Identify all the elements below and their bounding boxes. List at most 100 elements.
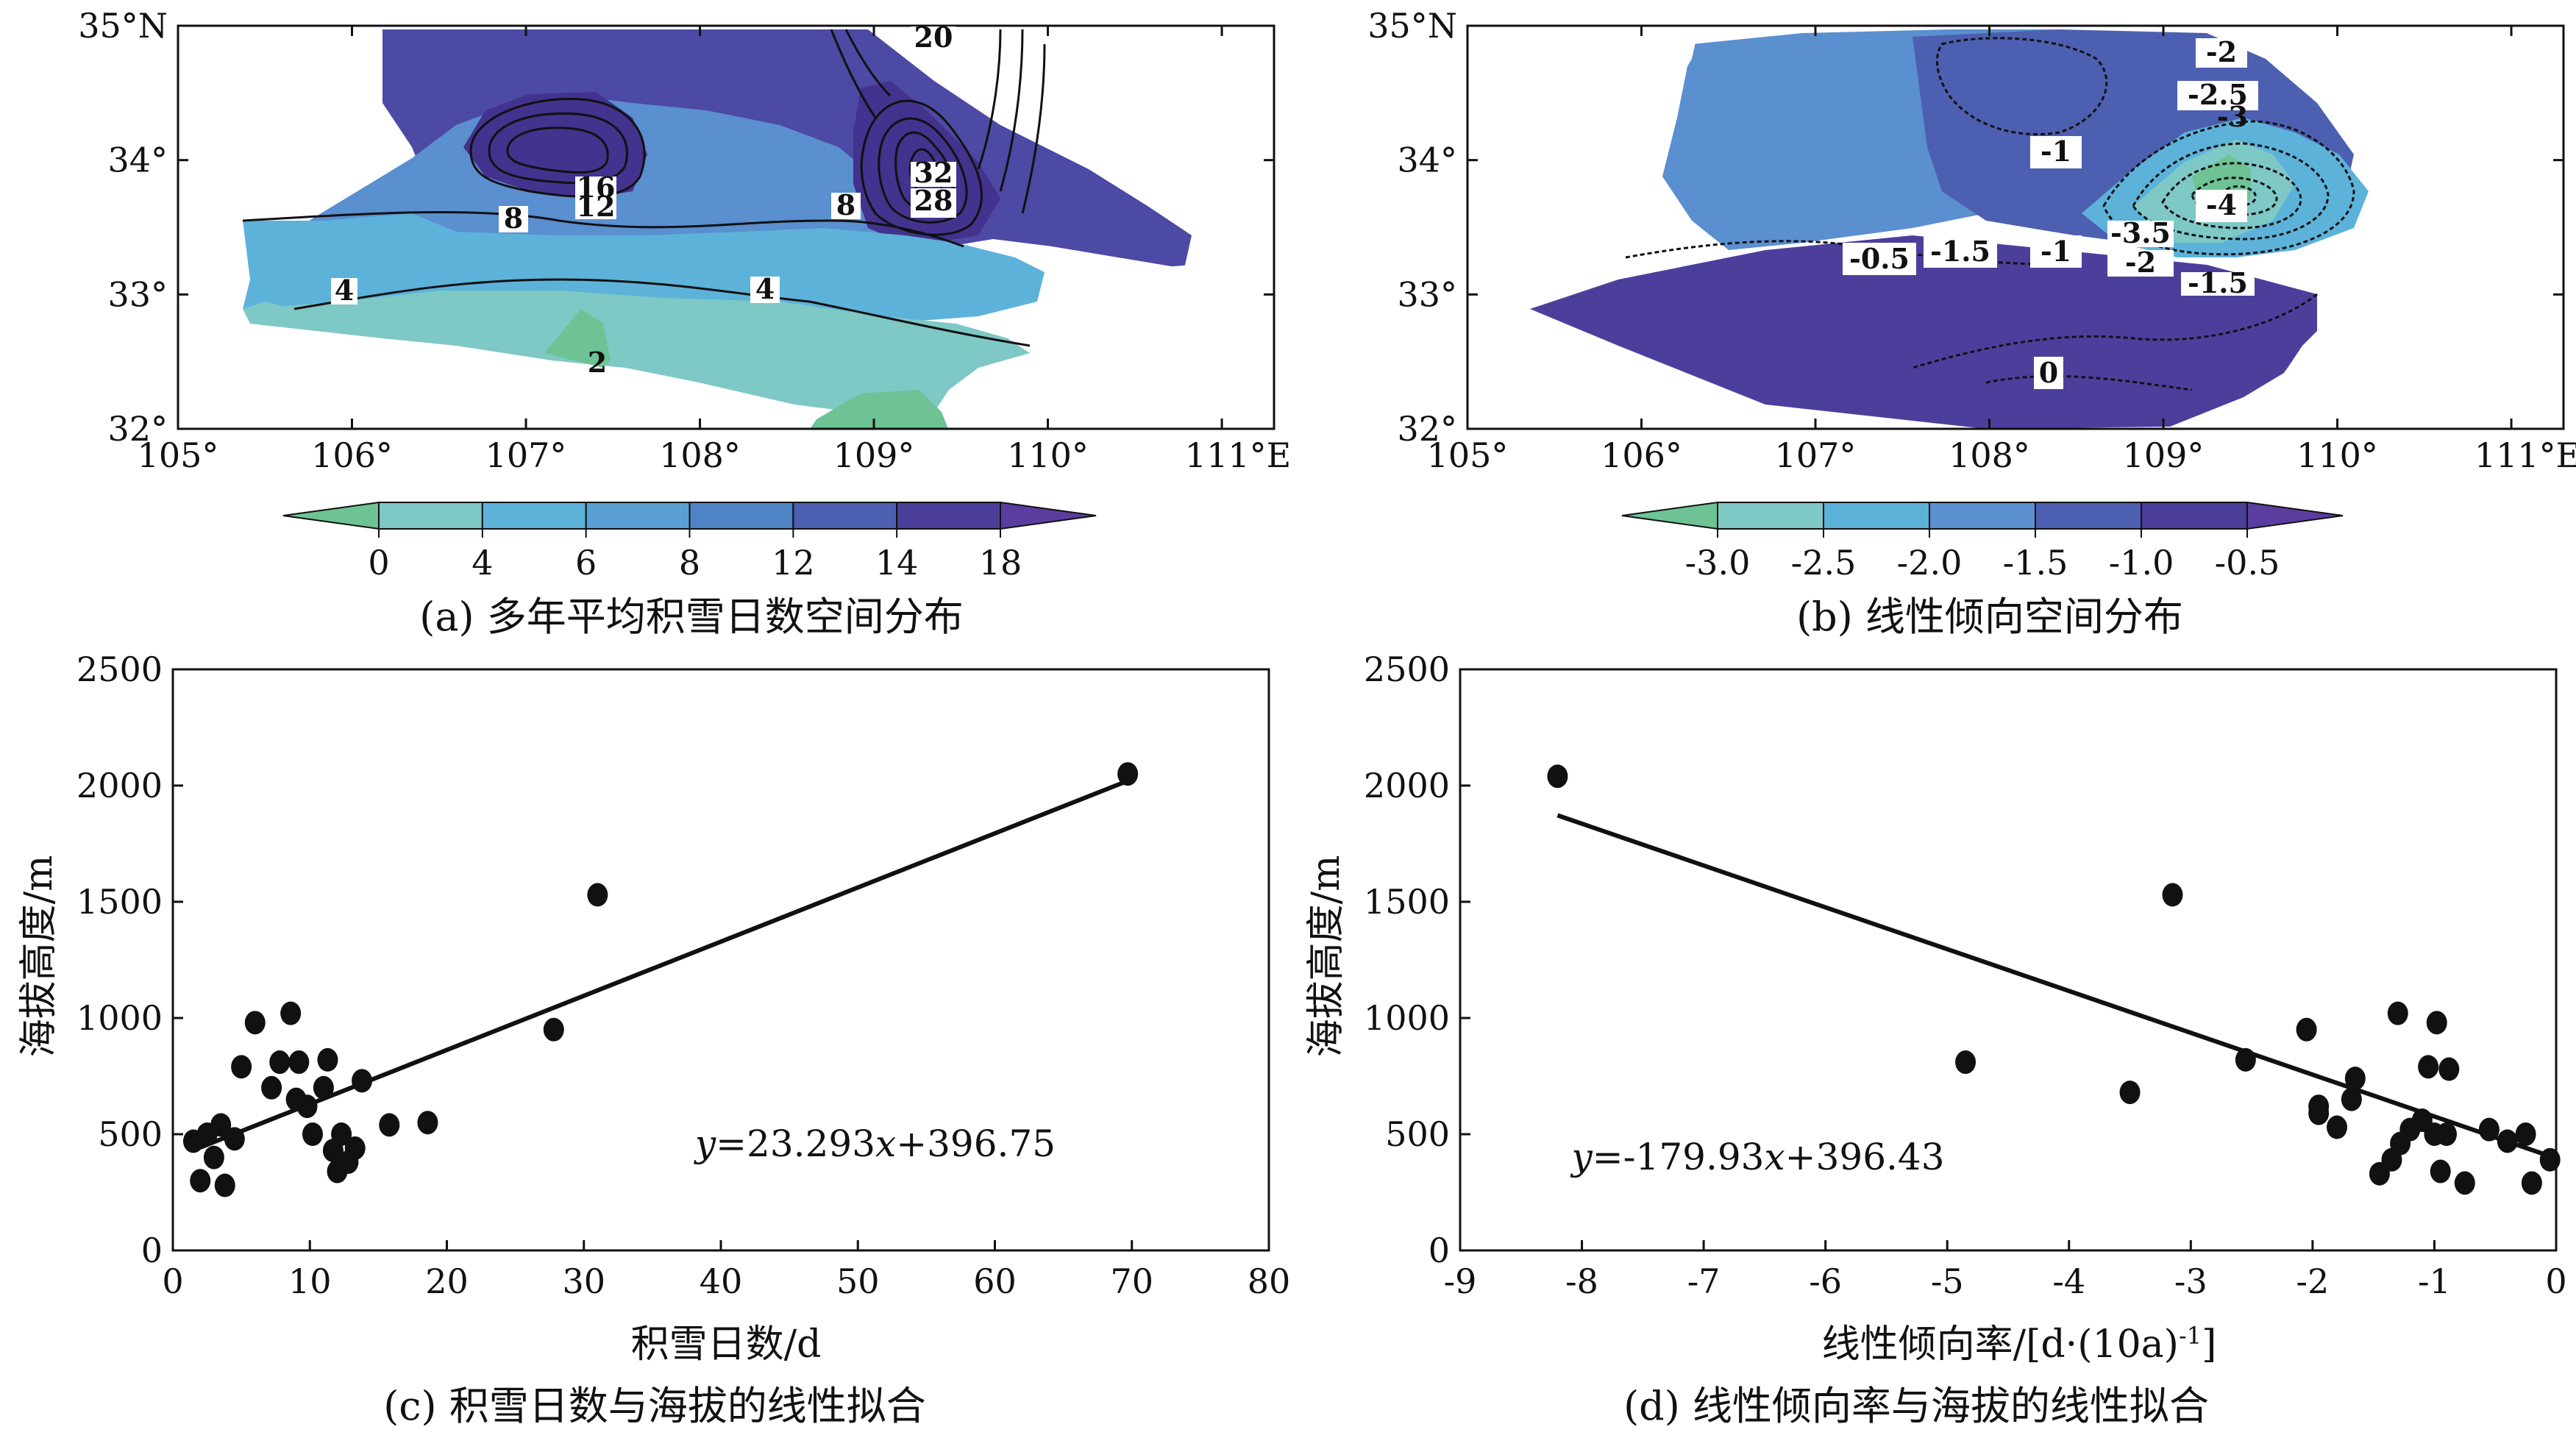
x-tick-label: 40: [700, 1261, 743, 1301]
y-tick-label: 1000: [1364, 998, 1450, 1038]
data-point: [190, 1169, 211, 1193]
contour-label: 32: [914, 156, 953, 189]
data-point: [296, 1094, 318, 1119]
x-tick-label: 80: [1248, 1261, 1291, 1301]
contour-label: -1.5: [2188, 266, 2248, 299]
panel-c-caption: (c) 积雪日数与海拔的线性拟合: [383, 1383, 926, 1429]
contour-label: -2: [2125, 246, 2156, 279]
contour-label: 4: [755, 272, 775, 305]
y-tick-label: 32°: [107, 409, 168, 449]
y-tick-label: 1000: [77, 998, 163, 1038]
colorbar-label: 12: [772, 543, 815, 583]
panel-d-ylabel: 海拔高度/m: [1304, 855, 1348, 1058]
data-point: [543, 1017, 564, 1042]
contour-label: -2: [2206, 35, 2237, 68]
data-point: [1117, 762, 1139, 786]
data-point: [302, 1122, 323, 1146]
x-tick-label: -3: [2174, 1261, 2207, 1301]
colorbar-label: 4: [472, 543, 493, 583]
contour-label: -0.5: [1849, 242, 1910, 275]
x-tick-label: 110°: [1007, 435, 1089, 475]
colorbar-segment: [1929, 502, 2036, 530]
x-tick-label: 0: [162, 1261, 183, 1301]
fit-line: [199, 777, 1133, 1150]
contour-label: 20: [914, 21, 953, 54]
x-tick-label: 105°: [138, 435, 219, 475]
colorbar-end-high: [1000, 501, 1097, 530]
x-tick-label: 0: [2545, 1261, 2566, 1301]
colorbar-segment: [2141, 502, 2248, 530]
data-point: [2478, 1117, 2499, 1142]
y-tick-label: 0: [1428, 1231, 1450, 1270]
y-tick-label: 2500: [1364, 649, 1450, 689]
y-tick-label: 35°N: [78, 6, 168, 46]
x-tick-label: 111°E: [1185, 435, 1291, 475]
data-point: [231, 1055, 252, 1079]
y-tick-label: 1500: [1364, 882, 1450, 922]
panel-c-xlabel: 积雪日数/d: [631, 1323, 822, 1367]
colorbar-segment: [378, 502, 483, 530]
y-tick-label: 500: [1385, 1114, 1450, 1154]
panel-b-region: [1467, 26, 2563, 429]
colorbar-label: 0: [368, 543, 389, 583]
contour-label: 8: [504, 202, 523, 235]
x-tick-label: 107°: [1775, 435, 1857, 475]
data-point: [214, 1173, 235, 1197]
colorbar-segment: [585, 502, 691, 530]
panel-a-outside-mask: [178, 26, 1274, 429]
contour-label: 28: [914, 184, 953, 217]
colorbar-label: -1.0: [2109, 543, 2174, 583]
panel-a-region-green1: [544, 309, 611, 368]
data-point: [2454, 1171, 2475, 1195]
panel-d-xlabel: 线性倾向率/[d·(10a)-1]: [1822, 1322, 2217, 1367]
contour-label: -1: [2040, 235, 2071, 268]
colorbar-segment: [1823, 502, 1930, 530]
data-point: [2539, 1147, 2561, 1172]
data-point: [224, 1127, 245, 1151]
data-point: [2162, 883, 2183, 907]
contour-label: -4: [2206, 188, 2237, 221]
contour-label: -3: [2217, 100, 2248, 133]
data-point: [313, 1075, 334, 1100]
panel-b-map: 105° 106° 107° 108° 109° 110° 111°E 35°N 34° 33° 3…: [1367, 6, 2576, 640]
panel-a-axes: 105° 106° 107° 108° 109° 110° 111°E 35°N 34° 33° 3…: [78, 6, 1291, 475]
colorbar-label: -2.0: [1897, 543, 1963, 583]
contour-label: 8: [836, 188, 855, 221]
y-tick-label: 35°N: [1367, 6, 1457, 46]
data-point: [2515, 1122, 2536, 1146]
y-tick-label: 34°: [1397, 140, 1457, 180]
y-tick-label: 1500: [77, 882, 163, 922]
panel-b-outside-mask: [1467, 26, 2563, 429]
colorbar-segment: [792, 502, 898, 530]
plot-frame: [1459, 668, 2558, 1252]
y-tick-label: 33°: [1397, 274, 1457, 314]
data-point: [417, 1111, 438, 1135]
x-tick-label: 108°: [1949, 435, 2030, 475]
panel-d-scatter: -9 -8 -7 -6 -5 -4 -3 -2 -1 005001000150020002500 …: [1304, 649, 2567, 1429]
panel-d-caption: (d) 线性倾向率与海拔的线性拟合: [1623, 1383, 2209, 1429]
panel-b-colorbar: -3.0 -2.5 -2.0 -1.5 -1.0 -0.5: [1621, 501, 2344, 583]
colorbar-end-high: [2246, 501, 2344, 530]
x-tick-label: 107°: [485, 435, 567, 475]
panel-a-region-teal: [250, 291, 1030, 423]
contour-label: 0: [2039, 356, 2058, 389]
colorbar-label: 18: [979, 543, 1022, 583]
data-point: [2344, 1067, 2366, 1091]
panel-d-equation: y=-179.93x+396.43: [1570, 1136, 1944, 1178]
panel-c-scatter: 0 10 20 30 40 50 60 70 80 0 500 1000 1500 2000 2500 y=…: [17, 649, 1290, 1429]
colorbar-label: 8: [679, 543, 700, 583]
colorbar-label: -0.5: [2215, 543, 2280, 583]
data-point: [203, 1145, 224, 1170]
panel-a-west-tip: [243, 302, 294, 324]
data-point: [2521, 1171, 2542, 1195]
panel-c-ylabel: 海拔高度/m: [17, 855, 61, 1058]
contour-label: -3.5: [2110, 216, 2171, 249]
data-point: [2341, 1087, 2362, 1111]
panel-a-colorbar: 0 4 6 8 12 14 18: [282, 501, 1097, 583]
colorbar-end-low: [282, 501, 380, 530]
data-point: [344, 1136, 366, 1160]
data-point: [1955, 1050, 1977, 1075]
x-tick-label: 10: [288, 1261, 332, 1301]
panel-c-plot: 0 10 20 30 40 50 60 70 80 0 500 1000 1500 2000 2500: [77, 649, 1290, 1301]
